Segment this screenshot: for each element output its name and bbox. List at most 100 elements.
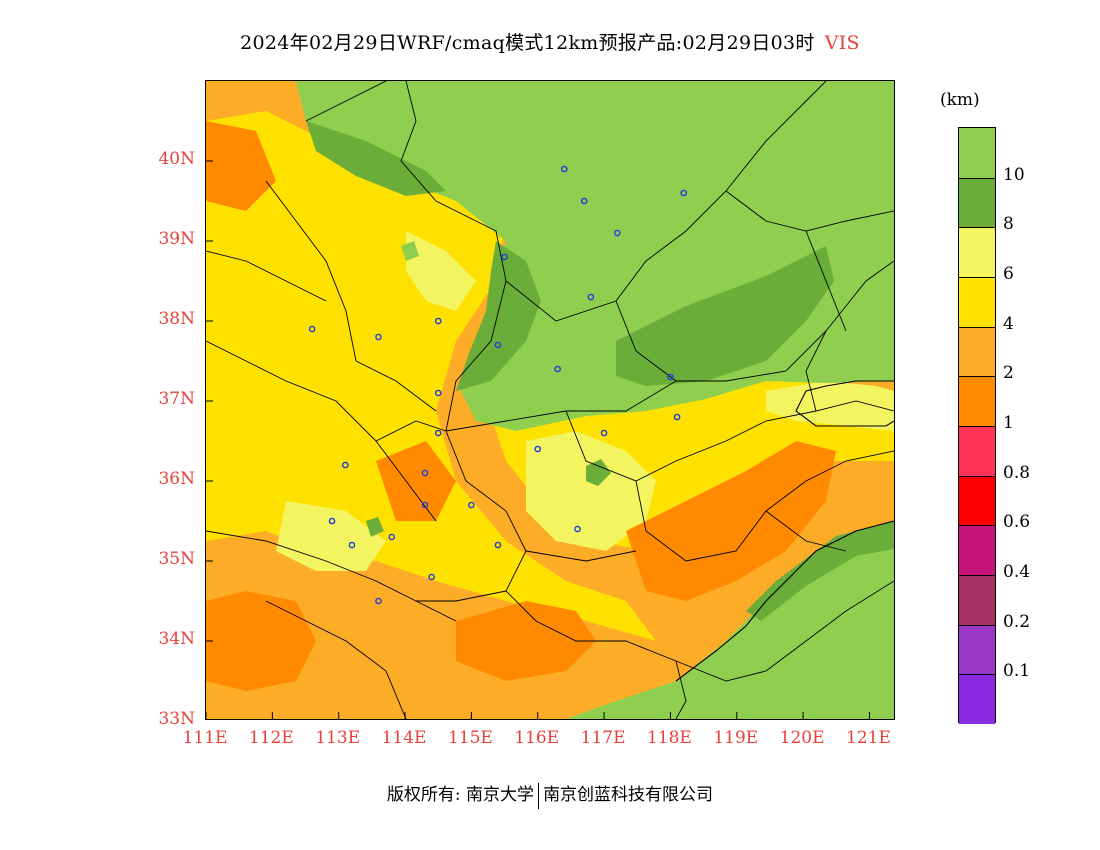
station-marker bbox=[375, 333, 382, 341]
colorbar-swatch bbox=[959, 475, 995, 526]
axis-ticks bbox=[206, 160, 870, 719]
colorbar-swatch bbox=[959, 128, 995, 178]
station-marker bbox=[328, 517, 336, 525]
lon-label: 119E bbox=[713, 728, 759, 748]
copyright-footer: 版权所有: 南京大学 南京创蓝科技有限公司 bbox=[0, 780, 1100, 809]
station-marker bbox=[534, 445, 542, 453]
station-marker bbox=[501, 253, 508, 261]
map-title: 2024年02月29日WRF/cmaq模式12km预报产品:02月29日03时 V… bbox=[0, 28, 1100, 55]
colorbar-level-label: 10 bbox=[1003, 164, 1025, 185]
coastline bbox=[675, 380, 894, 682]
station-marker bbox=[574, 525, 581, 533]
lon-label: 112E bbox=[248, 728, 294, 748]
colorbar-unit: (km) bbox=[940, 90, 980, 110]
vis-region-darkgreen-north bbox=[306, 121, 446, 196]
vis-region-orange-south bbox=[456, 601, 596, 681]
colorbar-swatch bbox=[959, 177, 995, 228]
boundary-lines bbox=[206, 81, 894, 719]
lon-label: 113E bbox=[315, 728, 361, 748]
copyright-left: 版权所有: 南京大学 bbox=[386, 785, 535, 805]
vis-region-orange-se bbox=[626, 441, 836, 601]
station-marker bbox=[673, 413, 681, 421]
station-marker bbox=[600, 429, 608, 437]
footer-separator bbox=[538, 782, 540, 809]
station-marker bbox=[494, 341, 502, 349]
colorbar-level-label: 0.1 bbox=[1003, 661, 1031, 682]
colorbar-swatch bbox=[959, 326, 995, 377]
station-marker bbox=[434, 429, 442, 437]
station-marker bbox=[560, 165, 568, 173]
colorbar-level-label: 2 bbox=[1003, 363, 1014, 384]
colorbar-level-label: 8 bbox=[1003, 214, 1014, 235]
lat-label: 39N bbox=[158, 229, 195, 249]
lon-label: 115E bbox=[447, 728, 493, 748]
lon-label: 111E bbox=[182, 728, 228, 748]
lat-label: 37N bbox=[158, 389, 195, 409]
station-markers bbox=[308, 165, 687, 605]
station-marker bbox=[421, 501, 429, 509]
colorbar-swatch bbox=[959, 277, 995, 327]
lon-label: 114E bbox=[381, 728, 427, 748]
colorbar-swatch bbox=[959, 227, 995, 277]
colorbar-swatch bbox=[959, 624, 995, 675]
colorbar-swatch bbox=[959, 674, 995, 724]
station-marker bbox=[667, 373, 674, 381]
lat-label: 40N bbox=[158, 149, 195, 169]
station-marker bbox=[614, 229, 621, 237]
colorbar-level-label: 6 bbox=[1003, 264, 1014, 284]
vis-region-darkgreen-coast bbox=[746, 521, 894, 621]
visibility-map bbox=[206, 81, 894, 719]
station-marker bbox=[434, 389, 442, 397]
station-marker bbox=[554, 365, 561, 373]
vis-region-orange-central bbox=[376, 441, 456, 521]
vis-region-pale-yellow-4 bbox=[406, 231, 476, 311]
lon-label: 118E bbox=[646, 728, 692, 748]
station-marker bbox=[348, 541, 356, 549]
vis-region-orange-sw bbox=[206, 591, 316, 691]
variable-name: VIS bbox=[824, 32, 860, 54]
vis-region-darkgreen-east bbox=[616, 246, 834, 386]
colorbar-swatch bbox=[959, 525, 995, 575]
lon-label: 121E bbox=[846, 728, 891, 748]
colorbar-level-label: 1 bbox=[1003, 413, 1014, 433]
station-marker bbox=[421, 469, 429, 477]
vis-region-pale-yellow-1 bbox=[526, 431, 656, 551]
map-frame bbox=[205, 80, 895, 720]
lat-label: 36N bbox=[158, 469, 195, 489]
lon-label: 117E bbox=[580, 728, 626, 748]
station-marker bbox=[434, 317, 442, 325]
station-marker bbox=[428, 573, 435, 581]
colorbar-level-label: 4 bbox=[1003, 313, 1014, 334]
colorbar-swatch bbox=[959, 376, 995, 426]
colorbar-swatch bbox=[959, 575, 995, 625]
colorbar-level-label: 0.4 bbox=[1003, 562, 1031, 582]
station-marker bbox=[680, 189, 687, 197]
lat-label: 34N bbox=[158, 629, 195, 649]
lon-label: 116E bbox=[514, 728, 560, 748]
station-marker bbox=[375, 597, 382, 605]
station-marker bbox=[342, 461, 349, 469]
station-marker bbox=[308, 325, 316, 333]
colorbar-level-label: 0.2 bbox=[1003, 611, 1031, 632]
station-marker bbox=[388, 533, 396, 541]
colorbar bbox=[958, 127, 996, 724]
copyright-right: 南京创蓝科技有限公司 bbox=[543, 785, 714, 805]
station-marker bbox=[580, 197, 588, 205]
station-marker bbox=[468, 501, 475, 509]
vis-region-darkgreen-band bbox=[456, 241, 541, 391]
station-marker bbox=[587, 293, 595, 301]
lat-label: 38N bbox=[158, 309, 195, 329]
lat-label: 35N bbox=[158, 549, 195, 569]
lon-label: 120E bbox=[779, 728, 825, 748]
colorbar-level-label: 0.8 bbox=[1003, 462, 1031, 483]
vis-patch-green-3 bbox=[401, 241, 419, 261]
title-text: 2024年02月29日WRF/cmaq模式12km预报产品:02月29日03时 bbox=[240, 32, 815, 54]
vis-patch-green-2 bbox=[366, 517, 384, 537]
vis-region-pale-yellow-3 bbox=[766, 381, 894, 431]
lat-label: 33N bbox=[158, 709, 195, 729]
colorbar-level-label: 0.6 bbox=[1003, 512, 1031, 533]
station-marker bbox=[494, 541, 502, 549]
vis-region-orange-nw bbox=[206, 121, 276, 211]
colorbar-swatch bbox=[959, 426, 995, 476]
vis-patch-green-1 bbox=[586, 459, 611, 486]
